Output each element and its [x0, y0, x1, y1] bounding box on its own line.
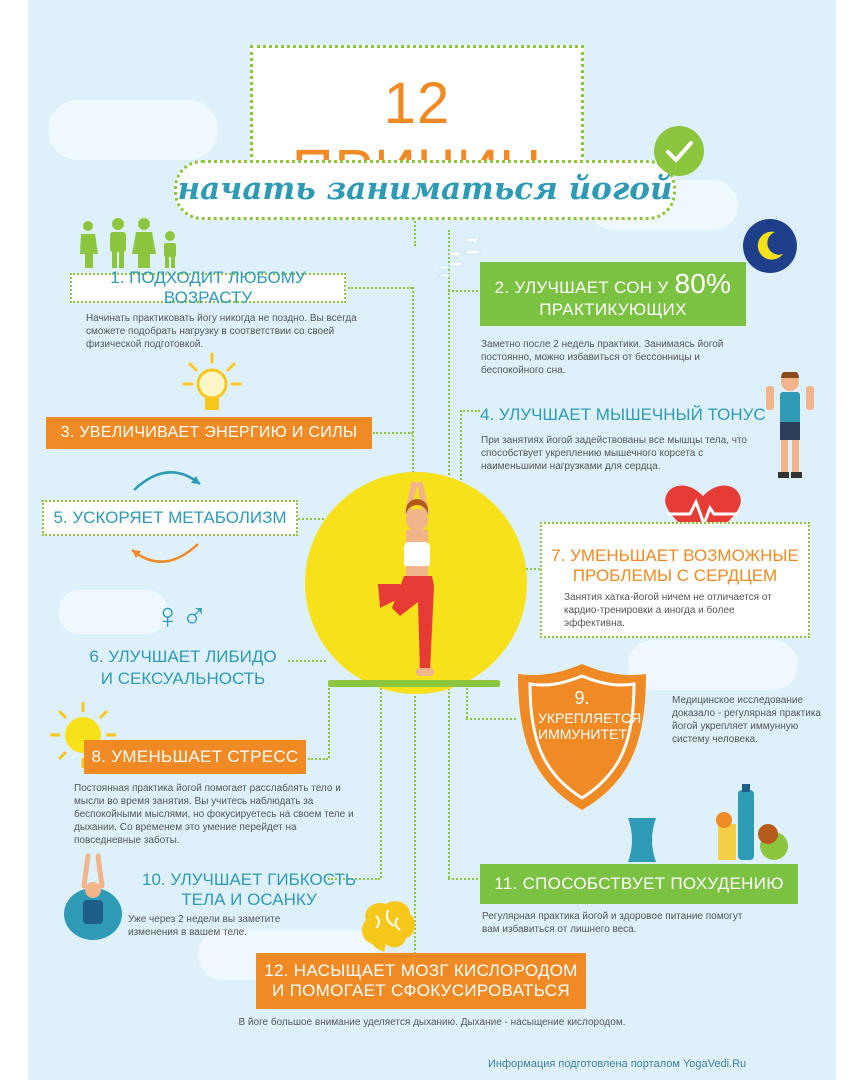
reason-5-heading: 5. УСКОРЯЕТ МЕТАБОЛИЗМ	[42, 500, 298, 536]
connector-line	[373, 432, 413, 434]
reason-9-text: Медицинское исследование доказало - регу…	[672, 695, 821, 745]
connector-line	[288, 660, 326, 662]
connector-line	[380, 688, 382, 878]
checkmark-icon	[654, 126, 704, 176]
cycle-arrows-icon-lower	[131, 543, 199, 563]
cloud-decoration	[628, 640, 798, 690]
reason-2-percent: 80%	[674, 268, 732, 300]
connector-line	[328, 878, 380, 880]
title-box: 12 ПРИЧИН	[250, 45, 584, 203]
source-credit: Информация подготовлена порталом YogaVed…	[488, 1058, 747, 1070]
connector-line	[328, 688, 330, 758]
reason-8-heading: 8. УМЕНЬШАЕТ СТРЕСС	[84, 740, 306, 774]
family-icon	[80, 218, 176, 268]
connector-line	[448, 290, 478, 292]
infographic-poster: 12 ПРИЧИН начать заниматься йогой 1. ПОД…	[28, 0, 836, 1080]
connector-line	[466, 718, 516, 720]
reason-10-heading: 10. УЛУЧШАЕТ ГИБКОСТЬ ТЕЛА И ОСАНКУ	[120, 870, 378, 911]
healthy-food-icon	[716, 784, 788, 860]
reason-1-heading: 1. ПОДХОДИТ ЛЮБОМУ ВОЗРАСТУ	[70, 268, 346, 307]
connector-line	[466, 688, 468, 718]
reason-4-heading: 4. УЛУЧШАЕТ МЫШЕЧНЫЙ ТОНУС	[480, 405, 766, 425]
connector-line	[448, 878, 478, 880]
lightbulb-icon	[182, 352, 242, 410]
reason-4-text: При занятиях йогой задействованы все мыш…	[481, 435, 747, 472]
athlete-icon	[766, 372, 814, 478]
moon-icon	[743, 219, 797, 273]
reason-10-text: Уже через 2 недели вы заметите изменения…	[128, 914, 281, 938]
reason-11-text: Регулярная практика йогой и здоровое пит…	[482, 911, 743, 935]
reason-6-heading-line2: И СЕКСУАЛЬНОСТЬ	[100, 669, 266, 689]
sleep-z-icon	[438, 237, 482, 278]
gender-symbols-icon: ♀♂	[154, 595, 208, 636]
reason-2-heading-pre: 2. УЛУЧШАЕТ СОН У	[494, 278, 669, 298]
reason-12-heading-line1: 12. НАСЫЩАЕТ МОЗГ КИСЛОРОДОМ	[264, 961, 578, 981]
waist-icon	[628, 818, 656, 862]
reason-9-badge: 9. УКРЕПЛЯЕТСЯ ИММУНИТЕТ	[514, 688, 650, 743]
reason-8-text: Постоянная практика йогой помогает рассл…	[74, 783, 354, 846]
cycle-arrows-icon	[133, 471, 201, 491]
connector-line	[448, 688, 450, 878]
shield-icon	[518, 664, 646, 810]
connector-line	[348, 287, 412, 289]
reason-6-heading: 6. УЛУЧШАЕТ ЛИБИДО И СЕКСУАЛЬНОСТЬ	[68, 646, 298, 690]
brain-icon	[362, 901, 415, 952]
reason-2-ribbon: 2. УЛУЧШАЕТ СОН У 80% ПРАКТИКУЮЩИХ	[480, 262, 746, 326]
reason-9-heading: УКРЕПЛЯЕТСЯ ИММУНИТЕТ	[538, 709, 642, 743]
cloud-decoration	[48, 100, 218, 160]
reason-2-heading-line2: ПРАКТИКУЮЩИХ	[539, 300, 687, 320]
reason-11-heading: 11. СПОСОБСТВУЕТ ПОХУДЕНИЮ	[480, 864, 798, 904]
connector-line	[414, 218, 416, 246]
connector-line	[412, 287, 414, 477]
connector-line	[460, 410, 480, 412]
reason-12-text: В йоге большое внимание уделяется дыхани…	[238, 1017, 626, 1028]
connector-line	[298, 518, 328, 520]
connector-line	[460, 410, 462, 480]
reason-7-text: Занятия хатка-йогой ничем не отличается …	[564, 592, 772, 630]
reason-7-heading-line2: ПРОБЛЕМЫ С СЕРДЦЕМ	[572, 565, 778, 585]
reason-3-heading: 3. УВЕЛИЧИВАЕТ ЭНЕРГИЮ И СИЛЫ	[46, 417, 372, 449]
reason-1-text: Начинать практиковать йогу никогда не по…	[86, 313, 357, 350]
reason-7-heading-line1: 7. УМЕНЬШАЕТ ВОЗМОЖНЫЕ	[551, 545, 799, 565]
reason-10-heading-line1: 10. УЛУЧШАЕТ ГИБКОСТЬ	[141, 870, 356, 889]
page-subtitle: начать заниматься йогой	[177, 171, 673, 207]
connector-line	[448, 230, 450, 475]
reason-12-heading-line2: И ПОМОГАЕТ СФОКУСИРОВАТЬСЯ	[272, 981, 570, 1000]
connector-line	[414, 688, 416, 958]
cloud-decoration	[58, 590, 168, 634]
flexibility-woman-icon	[64, 853, 122, 940]
reason-7-box: 7. УМЕНЬШАЕТ ВОЗМОЖНЫЕ ПРОБЛЕМЫ С СЕРДЦЕ…	[540, 522, 810, 638]
reason-2-text: Заметно после 2 недель практики. Занимая…	[481, 339, 724, 376]
reason-10-heading-line2: ТЕЛА И ОСАНКУ	[181, 890, 317, 910]
reason-12-ribbon: 12. НАСЫЩАЕТ МОЗГ КИСЛОРОДОМ И ПОМОГАЕТ …	[256, 953, 586, 1009]
reason-9-number: 9.	[574, 688, 590, 708]
connector-line	[518, 568, 540, 570]
reason-6-heading-line1: 6. УЛУЧШАЕТ ЛИБИДО	[89, 647, 277, 666]
subtitle-box: начать заниматься йогой	[174, 160, 676, 220]
yoga-mat	[328, 680, 500, 687]
connector-line	[308, 758, 328, 760]
yoga-woman-icon	[378, 482, 434, 676]
